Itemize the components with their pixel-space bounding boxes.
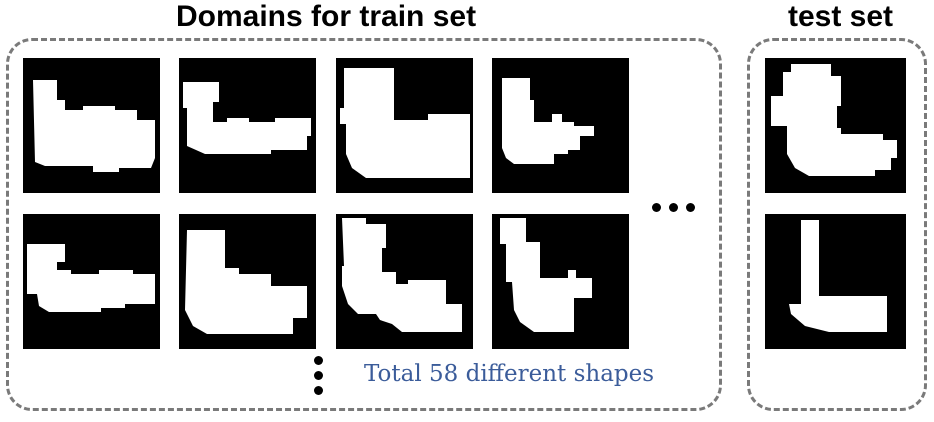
more-shapes-horizontal-ellipsis [652, 203, 695, 212]
total-shapes-note: Total 58 different shapes [364, 361, 655, 387]
train-shape-tile-1 [23, 58, 160, 193]
train-set-group-box [6, 38, 722, 411]
test-set-title: test set [788, 0, 894, 33]
train-shape-tile-5 [23, 214, 160, 349]
train-shape-tile-4 [492, 58, 629, 193]
test-shape-tile-2 [765, 214, 906, 349]
test-shape-1 [771, 64, 897, 176]
train-shape-1 [33, 80, 155, 172]
ellipsis-dot [314, 356, 323, 365]
train-shape-tile-8 [492, 214, 629, 349]
more-shapes-vertical-ellipsis [314, 356, 323, 395]
train-shape-tile-3 [336, 58, 473, 193]
train-shape-tile-7 [336, 214, 473, 349]
ellipsis-dot [652, 203, 661, 212]
test-shape-2 [789, 220, 887, 332]
train-shape-tile-6 [179, 214, 316, 349]
train-shape-6 [185, 230, 307, 334]
test-shape-tile-1 [765, 58, 906, 193]
ellipsis-dot [686, 203, 695, 212]
train-shape-5 [27, 244, 155, 312]
ellipsis-dot [314, 371, 323, 380]
test-set-group-box [747, 38, 927, 411]
ellipsis-dot [669, 203, 678, 212]
train-shape-7 [342, 218, 462, 332]
train-shape-3 [340, 68, 470, 178]
train-shape-tile-2 [179, 58, 316, 193]
train-shape-2 [183, 82, 311, 154]
train-shape-4 [502, 78, 594, 164]
train-shape-8 [500, 218, 592, 332]
train-set-title: Domains for train set [176, 0, 477, 33]
ellipsis-dot [314, 386, 323, 395]
